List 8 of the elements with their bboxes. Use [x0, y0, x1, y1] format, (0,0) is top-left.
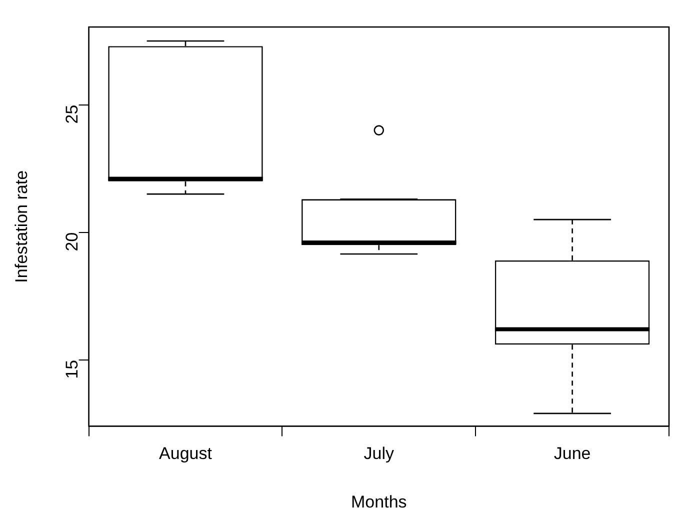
x-tick-label: June: [554, 444, 591, 464]
x-tick-label: July: [364, 444, 395, 464]
x-axis-title: Months: [351, 492, 407, 512]
y-axis-title: Infestation rate: [12, 170, 31, 283]
x-tick-label: August: [159, 444, 212, 464]
y-tick-label: 20: [62, 232, 82, 252]
y-tick-label: 25: [62, 104, 82, 124]
y-tick-label: 15: [62, 360, 82, 379]
